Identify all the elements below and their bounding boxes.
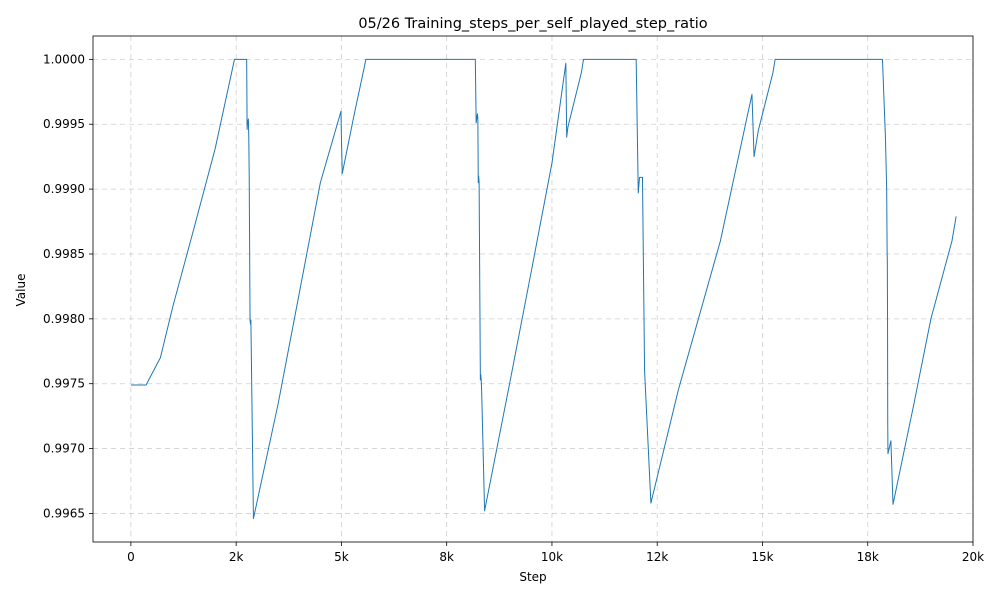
y-tick-label: 1.0000 [43,52,85,66]
x-tick-label: 20k [962,550,984,564]
x-tick-label: 12k [646,550,668,564]
chart-title: 05/26 Training_steps_per_self_played_ste… [358,16,707,32]
x-tick-label: 15k [751,550,773,564]
y-tick-label: 0.9965 [43,506,85,520]
x-tick-label: 5k [334,550,349,564]
x-tick-label: 18k [857,550,879,564]
x-tick-label: 8k [439,550,454,564]
y-tick-label: 0.9970 [43,442,85,456]
y-tick-label: 0.9995 [43,117,85,131]
y-tick-label: 0.9985 [43,247,85,261]
y-axis: 0.9965 0.9970 0.9975 0.9980 0.9985 0.9990 0.99… [43,52,93,520]
plot-frame [92,35,974,543]
series-layer [130,58,957,520]
y-axis-label: Value [14,274,28,307]
x-tick-label: 0 [127,550,135,564]
y-tick-label: 0.9990 [43,182,85,196]
y-tick-label: 0.9975 [43,377,85,391]
y-tick-label: 0.9980 [43,312,85,326]
x-tick-label: 10k [541,550,563,564]
series-line [130,58,957,520]
x-axis: 0 2k 5k 8k 10k 12k 15k 18k 20k [127,542,984,564]
x-tick-label: 2k [229,550,244,564]
x-axis-label: Step [519,570,546,584]
